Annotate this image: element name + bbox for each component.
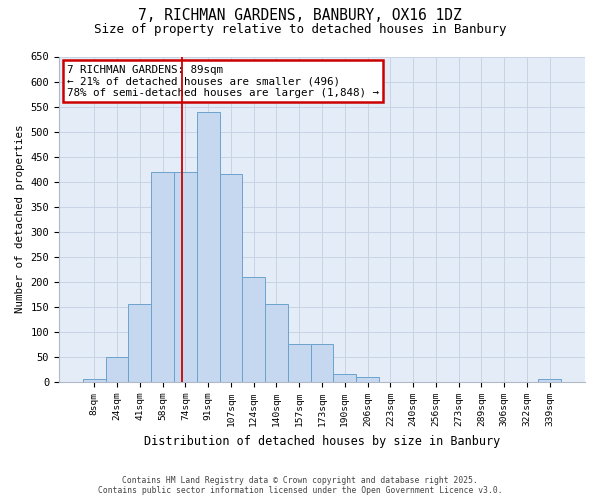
Y-axis label: Number of detached properties: Number of detached properties bbox=[15, 125, 25, 314]
Text: Contains HM Land Registry data © Crown copyright and database right 2025.
Contai: Contains HM Land Registry data © Crown c… bbox=[98, 476, 502, 495]
Bar bbox=[128, 304, 151, 382]
Bar bbox=[106, 357, 128, 382]
Bar bbox=[83, 380, 106, 382]
Bar bbox=[174, 172, 197, 382]
Bar bbox=[197, 112, 220, 382]
Text: 7 RICHMAN GARDENS: 89sqm
← 21% of detached houses are smaller (496)
78% of semi-: 7 RICHMAN GARDENS: 89sqm ← 21% of detach… bbox=[67, 64, 379, 98]
Bar bbox=[356, 377, 379, 382]
Bar bbox=[538, 380, 561, 382]
Bar bbox=[311, 344, 334, 382]
Bar bbox=[265, 304, 288, 382]
Text: 7, RICHMAN GARDENS, BANBURY, OX16 1DZ: 7, RICHMAN GARDENS, BANBURY, OX16 1DZ bbox=[138, 8, 462, 22]
Bar bbox=[151, 172, 174, 382]
Bar bbox=[334, 374, 356, 382]
Bar bbox=[242, 277, 265, 382]
Bar bbox=[220, 174, 242, 382]
Text: Size of property relative to detached houses in Banbury: Size of property relative to detached ho… bbox=[94, 22, 506, 36]
X-axis label: Distribution of detached houses by size in Banbury: Distribution of detached houses by size … bbox=[144, 434, 500, 448]
Bar bbox=[288, 344, 311, 382]
